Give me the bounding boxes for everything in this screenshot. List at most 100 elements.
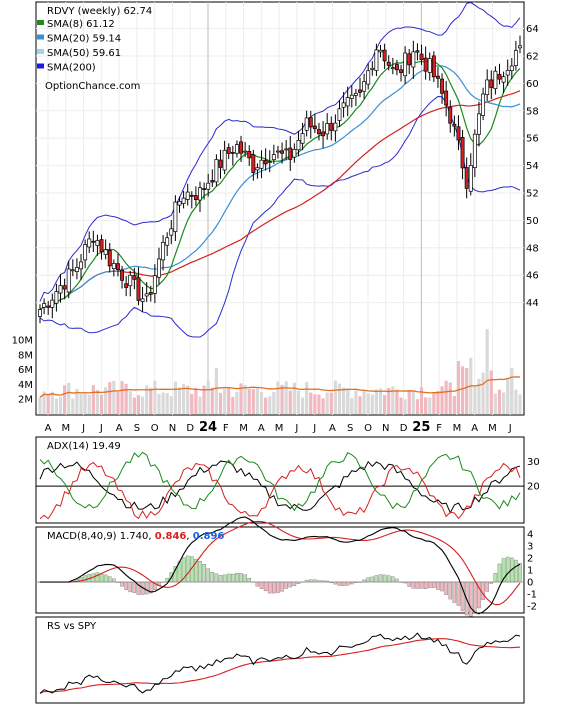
volume-bar (95, 389, 100, 414)
volume-bar (42, 391, 46, 414)
volume-bar (190, 393, 194, 414)
price-tick-label: 60 (526, 79, 539, 90)
volume-bar (218, 392, 223, 414)
month-label: J (294, 423, 298, 434)
volume-bar (124, 383, 128, 414)
candle-body (403, 52, 408, 77)
volume-bar (296, 390, 301, 414)
volume-bar (136, 395, 141, 414)
candle-body (239, 141, 243, 154)
macd-histogram-bar (267, 581, 272, 594)
candle-body (144, 293, 149, 297)
month-label: J (81, 423, 85, 434)
macd-histogram-bar (518, 563, 522, 583)
macd-tick-label: 2 (527, 554, 533, 565)
candle-body (411, 51, 416, 68)
month-label: O (364, 423, 372, 434)
volume-bar (370, 394, 374, 414)
volume-average-line (39, 376, 521, 398)
month-label: A (329, 423, 336, 434)
macd-histogram-bar (83, 575, 87, 583)
candle-body (107, 250, 112, 267)
volume-bar (391, 386, 395, 414)
candle-body (353, 92, 358, 96)
sma-red-line (39, 90, 521, 311)
ticker-title: RDVY (weekly) 62.74 (47, 6, 152, 17)
volume-bar (284, 381, 288, 414)
candle-body (140, 298, 145, 302)
legend: SMA(8) 61.12 SMA(20) 59.14 SMA(50) 59.61 SM… (37, 19, 121, 74)
candle-body (317, 129, 321, 135)
macd-histogram-bar (337, 581, 342, 586)
volume-bar (259, 391, 264, 414)
volume-bar (116, 391, 120, 414)
price-tick-label: 52 (526, 188, 539, 199)
candle-body (362, 81, 367, 92)
candle-body (394, 64, 399, 71)
volume-bar (362, 389, 366, 414)
candle-body (189, 194, 194, 197)
legend-swatch (37, 34, 44, 40)
macd-histogram-bar (440, 581, 444, 592)
volume-bar (465, 368, 469, 414)
macd-histogram-bar (120, 581, 124, 587)
legend-entry: SMA(8) 61.12 (47, 19, 115, 30)
volume-tick-label: 2M (18, 395, 33, 406)
candle-body (460, 137, 465, 169)
macd-histogram-bar (222, 574, 227, 583)
volume-bar (460, 366, 465, 414)
candle-body (337, 108, 342, 121)
candle-body (259, 159, 264, 169)
macd-histogram-bar (411, 581, 416, 589)
candle-body (46, 305, 51, 308)
candle-body (435, 75, 440, 79)
legend-swatch (37, 20, 44, 25)
candle-body (247, 151, 252, 159)
candle-body (509, 65, 514, 71)
volume-bar (493, 393, 497, 414)
macd-histogram-bar (103, 574, 108, 583)
volume-bar (50, 391, 54, 414)
candle-body (169, 228, 174, 236)
candle-body (292, 149, 297, 158)
macd-histogram-bar (386, 575, 391, 583)
volume-bar (63, 385, 67, 414)
volume-bar (153, 380, 157, 414)
volume-bar (354, 390, 358, 414)
price-tick-label: 50 (526, 216, 539, 227)
volume-bar (452, 395, 456, 414)
macd-histogram-bar (259, 581, 264, 589)
month-label: F (436, 423, 442, 434)
candle-body (464, 167, 469, 189)
volume-tick-label: 8M (18, 350, 33, 361)
candle-body (181, 197, 186, 204)
macd-histogram-bar (132, 581, 137, 593)
macd-histogram-bar (374, 575, 379, 583)
month-label: A (258, 423, 265, 434)
macd-histogram-bar (239, 573, 243, 583)
candle-body (448, 106, 453, 124)
month-label: M (453, 423, 462, 434)
volume-bar (71, 398, 75, 414)
macd-histogram-bar (505, 556, 510, 583)
volume-bar (198, 396, 202, 414)
month-label: M (275, 423, 284, 434)
macd-title-prefix: MACD(8,40,9) 1.740, (47, 531, 155, 542)
candle-body (284, 148, 289, 151)
candle-body (152, 275, 157, 294)
macd-histogram-bar (407, 581, 412, 587)
month-label: M (488, 423, 497, 434)
candle-body (91, 240, 96, 243)
candle-body (128, 274, 133, 287)
macd-histogram-bar (485, 581, 489, 592)
candle-body (407, 53, 412, 66)
price-tick-label: 54 (526, 161, 539, 172)
candle-body (66, 268, 71, 293)
macd-tick-label: -1 (527, 590, 537, 601)
volume-bar (305, 382, 309, 414)
candle-body (399, 69, 403, 73)
macd-histogram-bar (144, 581, 149, 595)
candle-body (427, 58, 432, 73)
volume-bar (333, 380, 337, 414)
